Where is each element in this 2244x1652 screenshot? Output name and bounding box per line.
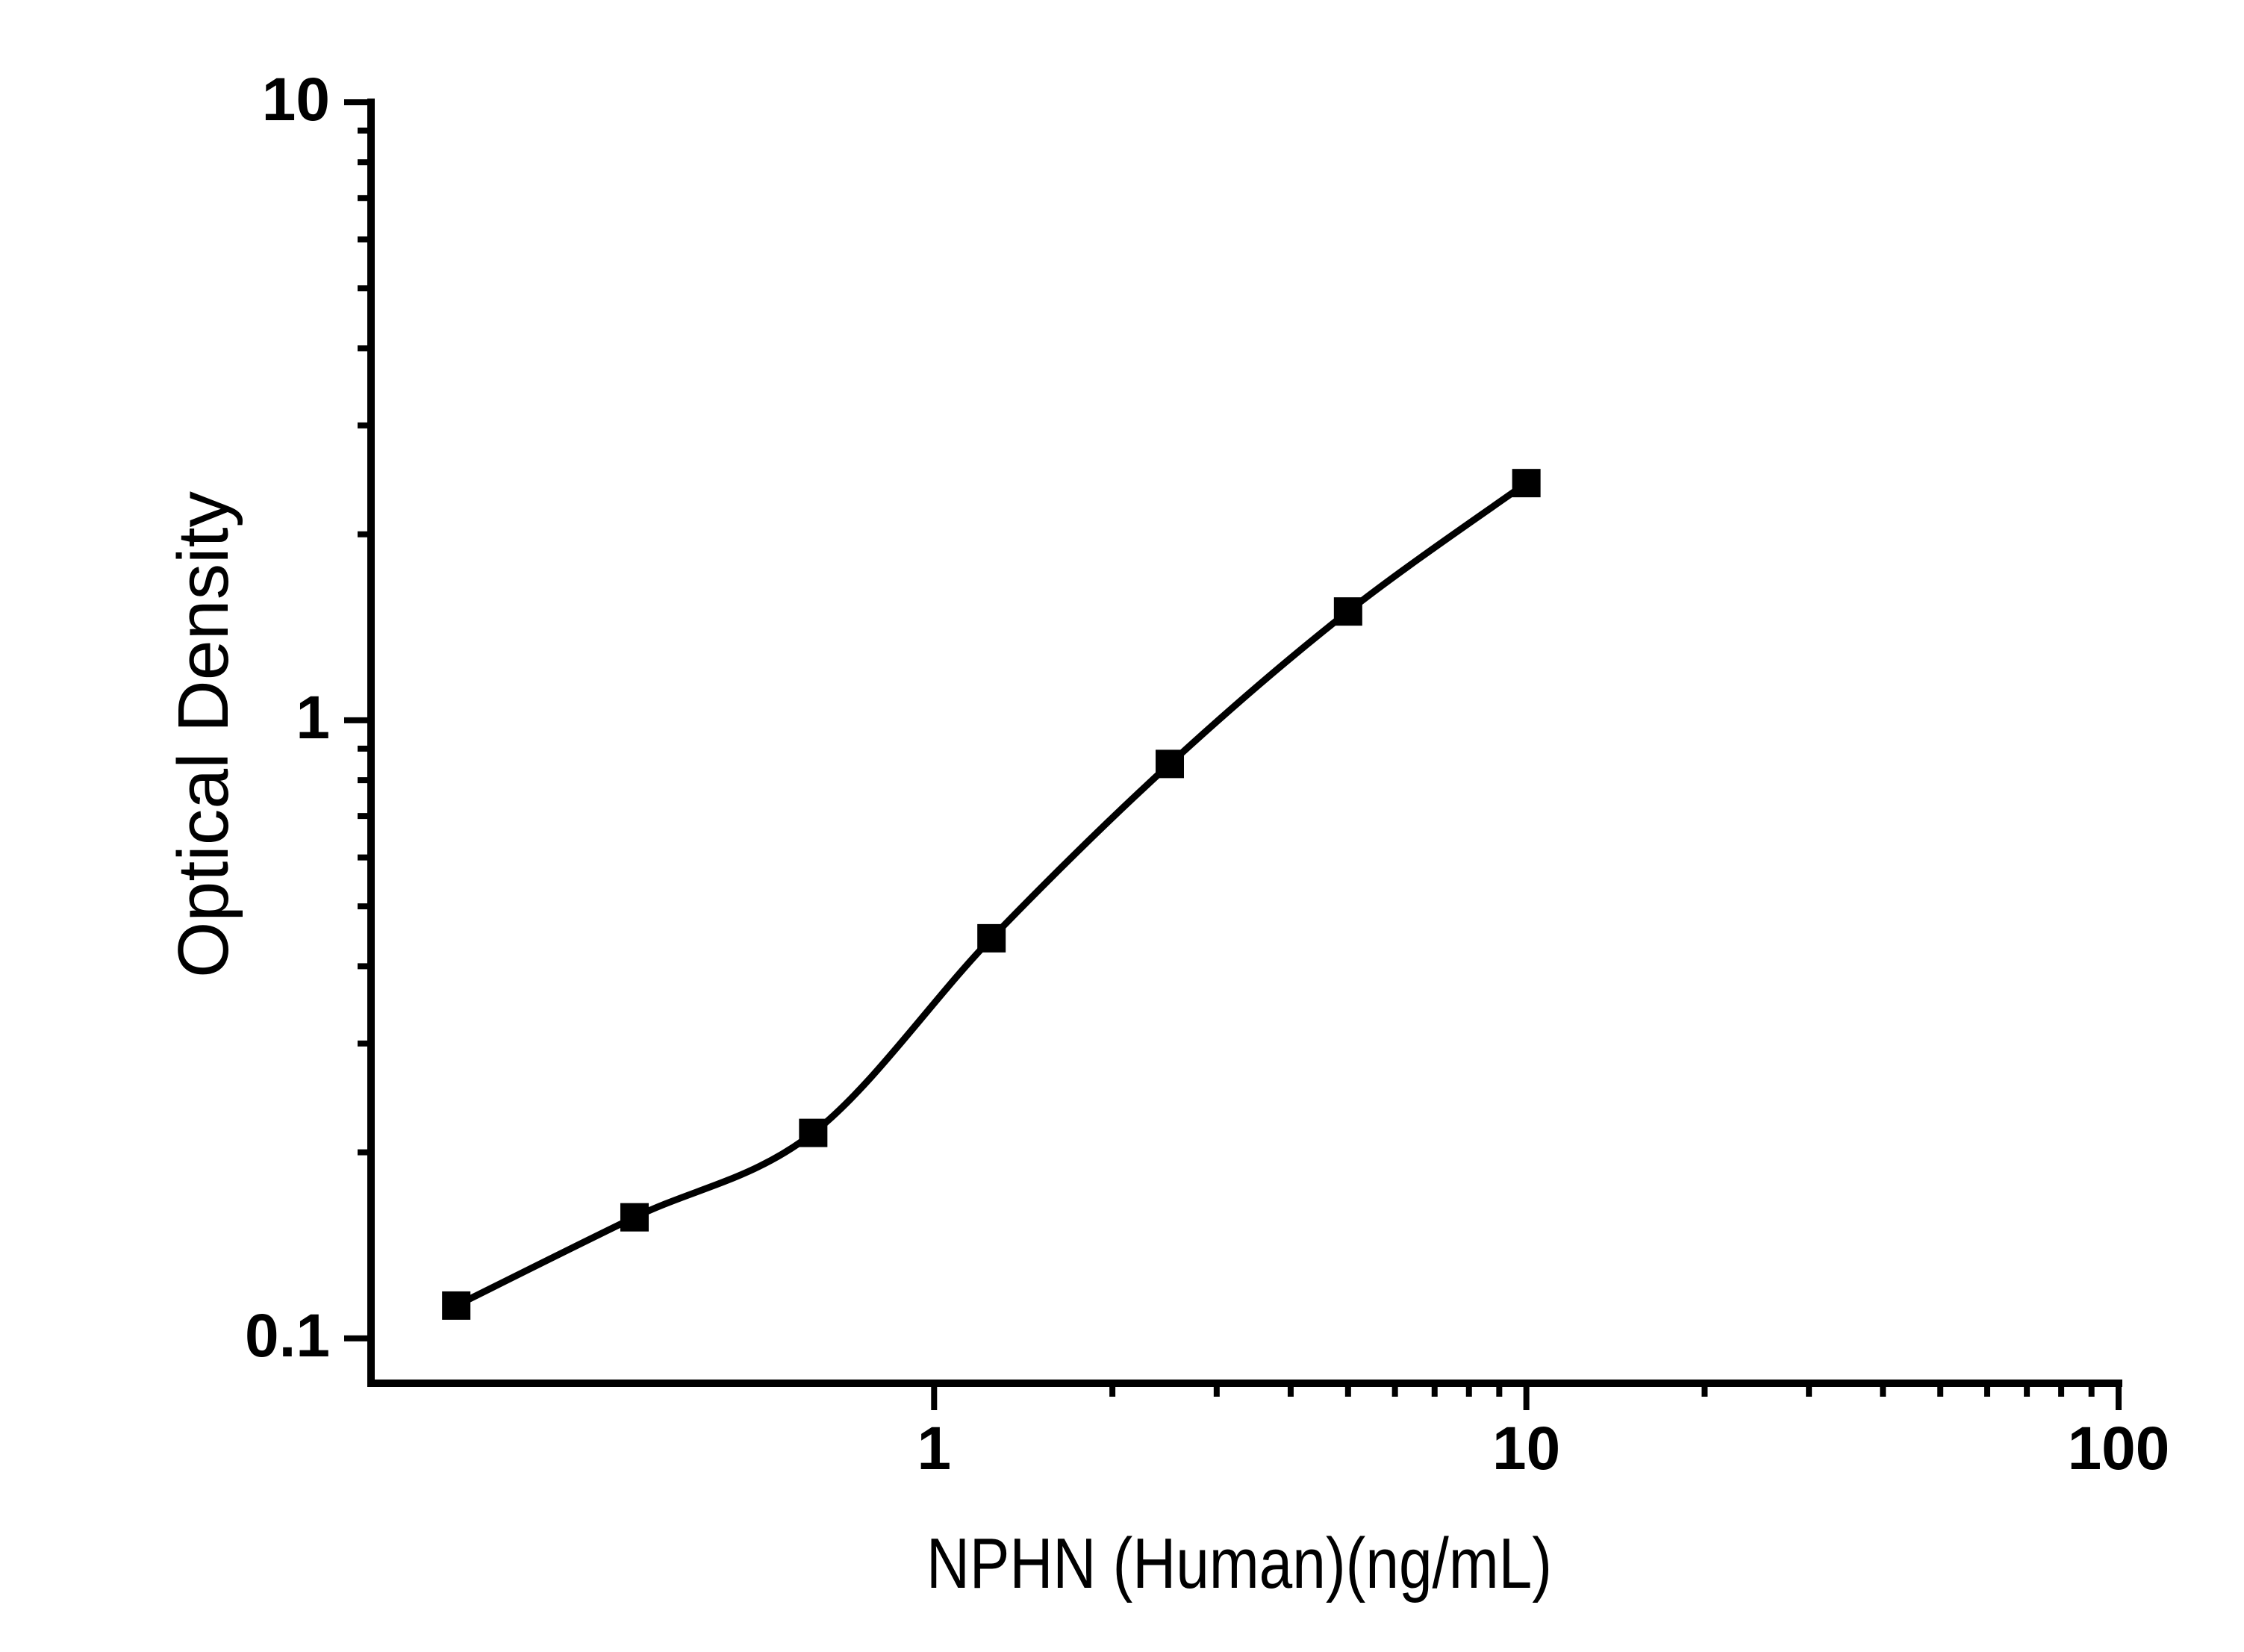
data-point-marker [799, 1118, 828, 1147]
y-axis-title: Optical Density [163, 491, 243, 978]
x-tick-label: 10 [1492, 1415, 1560, 1483]
fit-curve [455, 480, 1529, 1309]
data-point-marker [620, 1203, 649, 1232]
data-point-marker [1333, 597, 1362, 626]
x-axis-title: NPHN (Human)(ng/mL) [926, 1524, 1552, 1603]
data-point-marker [442, 1291, 471, 1320]
y-tick-label: 10 [262, 66, 330, 134]
data-point-marker [1512, 469, 1541, 498]
data-point-marker [1156, 749, 1185, 779]
x-tick-label: 100 [2068, 1415, 2170, 1483]
data-point-marker [977, 923, 1006, 953]
axis-frame [367, 99, 2122, 1387]
plot-area: 10 1 0.1 1 10 100 [245, 66, 2169, 1483]
y-tick-label: 1 [296, 684, 330, 752]
x-tick-label: 1 [917, 1415, 951, 1483]
y-tick-label: 0.1 [245, 1302, 330, 1370]
